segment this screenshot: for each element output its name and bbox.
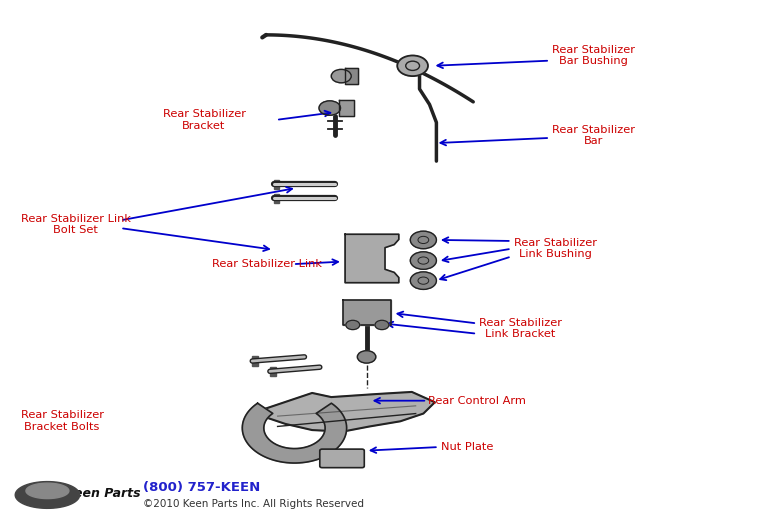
Polygon shape	[345, 234, 399, 283]
Polygon shape	[343, 300, 391, 325]
Text: ©2010 Keen Parts Inc. All Rights Reserved: ©2010 Keen Parts Inc. All Rights Reserve…	[143, 499, 364, 509]
Circle shape	[346, 320, 360, 329]
Text: Nut Plate: Nut Plate	[441, 442, 494, 452]
Polygon shape	[253, 356, 259, 366]
Text: Rear Stabilizer Link
Bolt Set: Rear Stabilizer Link Bolt Set	[21, 214, 131, 235]
Circle shape	[410, 231, 437, 249]
Polygon shape	[243, 403, 346, 463]
Polygon shape	[15, 482, 79, 508]
Circle shape	[319, 101, 340, 115]
Text: Rear Stabilizer
Link Bracket: Rear Stabilizer Link Bracket	[479, 318, 561, 339]
Text: (800) 757-KEEN: (800) 757-KEEN	[143, 481, 260, 494]
Text: Rear Stabilizer
Bracket Bolts: Rear Stabilizer Bracket Bolts	[21, 410, 104, 432]
Polygon shape	[26, 483, 69, 499]
Circle shape	[331, 69, 351, 83]
Circle shape	[410, 252, 437, 269]
Text: Rear Stabilizer
Link Bushing: Rear Stabilizer Link Bushing	[514, 238, 597, 260]
Polygon shape	[270, 367, 276, 376]
Polygon shape	[274, 180, 279, 189]
Circle shape	[375, 320, 389, 329]
Text: Keen Parts: Keen Parts	[65, 487, 141, 500]
Circle shape	[410, 272, 437, 290]
Circle shape	[357, 351, 376, 363]
Polygon shape	[259, 392, 435, 431]
Text: Rear Stabilizer Link: Rear Stabilizer Link	[212, 259, 322, 269]
Circle shape	[397, 55, 428, 76]
FancyBboxPatch shape	[320, 449, 364, 468]
Text: Rear Stabilizer
Bar Bushing: Rear Stabilizer Bar Bushing	[552, 45, 635, 66]
Polygon shape	[274, 194, 279, 203]
Text: Rear Stabilizer
Bracket: Rear Stabilizer Bracket	[162, 109, 246, 131]
Polygon shape	[339, 100, 354, 116]
Text: Rear Stabilizer
Bar: Rear Stabilizer Bar	[552, 124, 635, 146]
Text: Rear Control Arm: Rear Control Arm	[428, 396, 526, 406]
Polygon shape	[345, 68, 358, 84]
